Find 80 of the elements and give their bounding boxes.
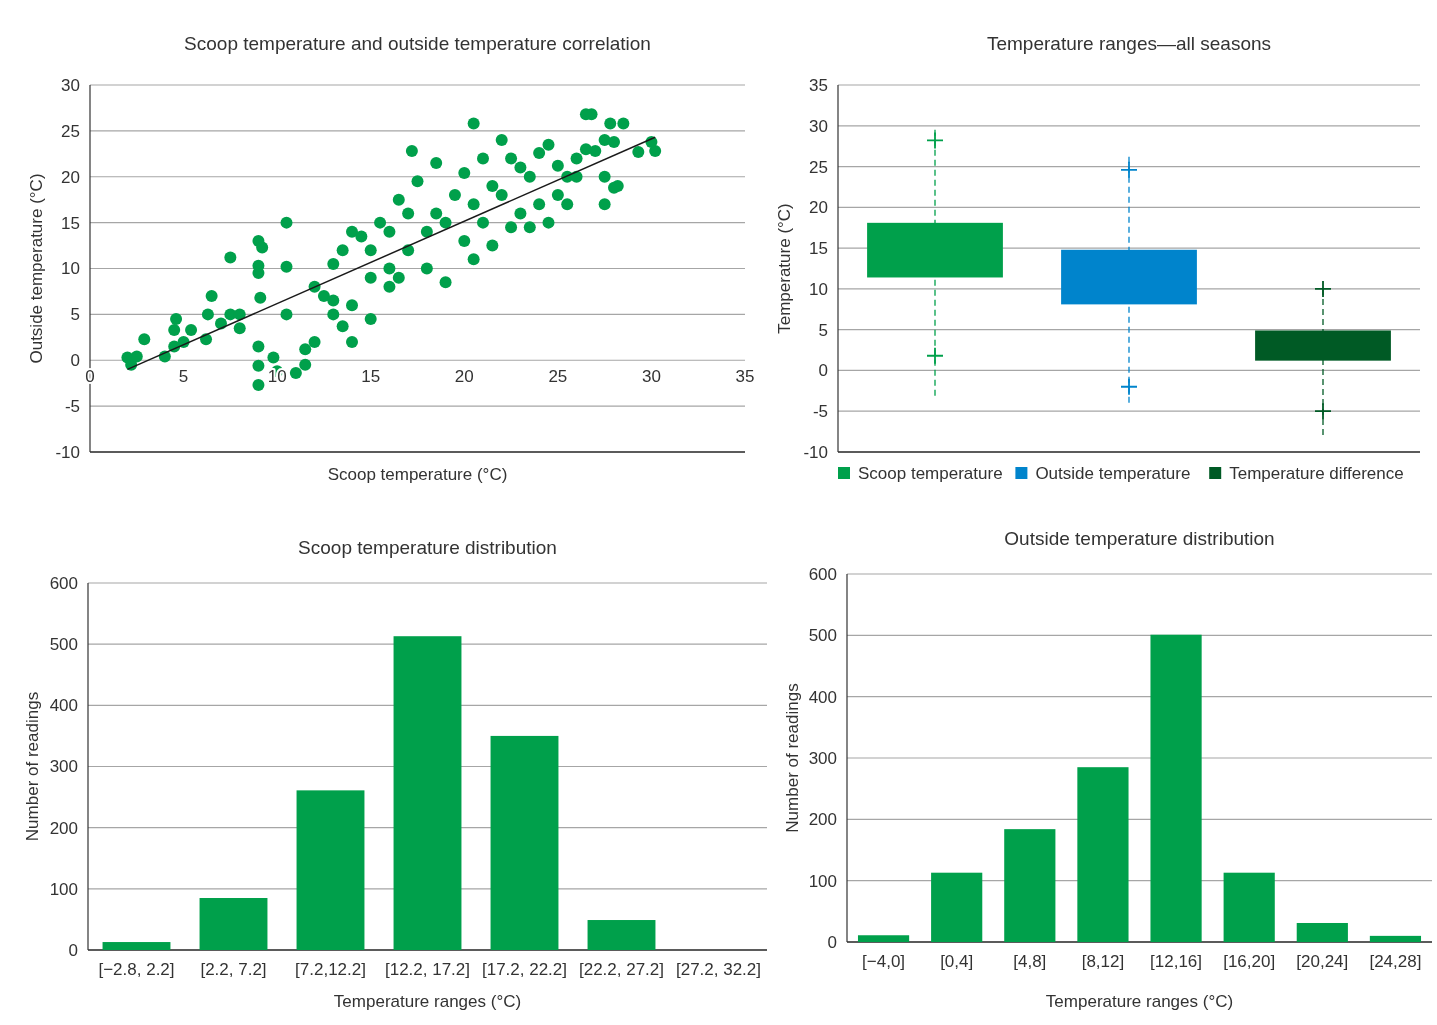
x-tick-label: [12.2, 17.2] (384, 960, 471, 979)
y-tick-label: 400 (808, 687, 837, 707)
x-tick-label: 15 (361, 367, 381, 387)
y-tick-label: 0 (827, 932, 837, 952)
bar (1223, 872, 1275, 942)
x-tick-label: [−4,0] (862, 952, 906, 971)
y-tick-label: 20 (61, 167, 80, 187)
x-tick-label: 5 (178, 367, 189, 387)
y-tick-label: 400 (49, 696, 78, 716)
y-axis-title: Temperature (°C) (775, 203, 794, 334)
y-tick-label: 0 (70, 351, 80, 371)
y-tick-label: -5 (64, 397, 80, 417)
y-tick-label: -10 (55, 442, 80, 462)
chart-title: Outside temperature distribution (1004, 528, 1275, 549)
y-tick-label: 30 (809, 116, 828, 136)
y-tick-label: 25 (809, 157, 828, 177)
y-tick-label: -10 (803, 442, 828, 462)
x-tick-label: 30 (641, 367, 661, 387)
y-tick-label: 600 (808, 564, 837, 584)
x-tick-label: [16,20] (1223, 952, 1276, 971)
y-tick-label: 600 (49, 573, 78, 593)
bar (857, 935, 910, 942)
y-tick-label: -5 (812, 402, 828, 422)
y-tick-label: 30 (61, 75, 80, 95)
bar (1077, 767, 1129, 942)
y-tick-label: 500 (808, 626, 837, 646)
y-tick-label: 15 (809, 239, 828, 259)
x-axis-title: Temperature ranges (°C) (1045, 992, 1234, 1011)
y-tick-label: 300 (49, 757, 78, 777)
y-tick-label: 15 (61, 213, 80, 233)
y-axis-title: Number of readings (783, 683, 802, 833)
x-tick-label: [27.2, 32.2] (675, 960, 762, 979)
x-tick-label: [22.2, 27.2] (578, 960, 665, 979)
bar (1004, 829, 1056, 942)
y-tick-label: 100 (808, 871, 837, 891)
legend-label: Temperature difference (1229, 464, 1404, 483)
y-axis-title: Number of readings (23, 691, 42, 842)
x-tick-label: [12,16] (1150, 952, 1203, 971)
y-tick-label: 5 (818, 320, 828, 340)
bar (1150, 634, 1202, 942)
x-tick-label: [−2.8, 2.2] (98, 960, 175, 979)
bar (490, 735, 559, 950)
y-tick-label: 5 (70, 305, 80, 325)
bar (587, 920, 656, 950)
x-tick-label: 20 (454, 367, 474, 387)
x-tick-label: [7.2,12.2] (295, 960, 366, 979)
y-tick-label: 10 (809, 279, 828, 299)
x-tick-label: 35 (735, 367, 755, 387)
y-tick-label: 100 (49, 879, 78, 899)
y-tick-label: 200 (49, 818, 78, 838)
x-axis-title: Temperature ranges (°C) (333, 992, 522, 1011)
bar (393, 636, 462, 950)
x-axis-title: Scoop temperature (°C) (327, 465, 508, 484)
chart-title: Temperature ranges—all seasons (986, 33, 1272, 54)
bar (199, 898, 268, 950)
x-tick-label: [8,12] (1081, 952, 1125, 971)
y-axis-title: Outside temperature (°C) (27, 173, 46, 364)
legend-label: Outside temperature (1035, 464, 1191, 483)
y-tick-label: 35 (809, 75, 828, 95)
bar (931, 872, 983, 942)
x-tick-label: [20,24] (1296, 952, 1349, 971)
y-tick-label: 500 (49, 635, 78, 655)
x-tick-label: [24,28] (1369, 952, 1422, 971)
legend-label: Scoop temperature (858, 464, 1003, 483)
x-tick-label: [17.2, 22.2] (481, 960, 568, 979)
x-tick-label: [2.2, 7.2] (200, 960, 267, 979)
y-tick-label: 20 (809, 198, 828, 218)
bar (102, 942, 171, 950)
y-tick-label: 25 (61, 121, 80, 141)
x-tick-label: [4,8] (1013, 952, 1047, 971)
bar (296, 790, 365, 950)
y-tick-label: 10 (61, 259, 80, 279)
x-tick-label: 25 (548, 367, 568, 387)
y-tick-label: 300 (808, 748, 837, 768)
x-tick-label: [0,4] (940, 952, 974, 971)
bar (1369, 935, 1422, 942)
y-tick-label: 200 (808, 810, 837, 830)
chart-title: Scoop temperature distribution (298, 537, 557, 558)
chart-title: Scoop temperature and outside temperature correlation (184, 33, 651, 54)
bar (1296, 922, 1348, 942)
